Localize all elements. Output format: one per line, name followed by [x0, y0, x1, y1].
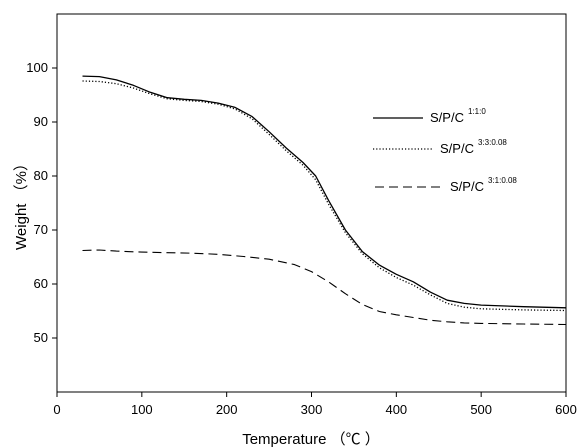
x-tick-label: 400 — [385, 402, 407, 417]
y-tick-label: 100 — [26, 60, 48, 75]
series-line-solid — [82, 75, 567, 309]
plot-frame — [56, 13, 567, 393]
x-tick-label: 100 — [131, 402, 153, 417]
y-tick-label: 90 — [34, 114, 48, 129]
x-tick-label: 0 — [53, 402, 60, 417]
series-line-dotted — [82, 80, 567, 312]
x-tick-label: 500 — [470, 402, 492, 417]
axis-ticks: 0 100 200 300 400 500 600 50 60 70 80 90 100 — [26, 60, 577, 417]
y-tick-label: 80 — [34, 168, 48, 183]
legend-label-ratio: 3:1:0.08 — [488, 176, 517, 185]
y-tick-label: 60 — [34, 276, 48, 291]
legend: S/P/C 1:1:0 S/P/C 3:3:0.08 S/P/C 3:1:0.08 — [373, 107, 517, 194]
x-tick-label: 600 — [555, 402, 577, 417]
y-axis-title: Weight （%） — [13, 156, 30, 250]
x-tick-label: 200 — [216, 402, 238, 417]
legend-label: S/P/C — [440, 141, 474, 156]
legend-label: S/P/C — [430, 110, 464, 125]
legend-label-ratio: 1:1:0 — [468, 107, 486, 116]
legend-label-ratio: 3:3:0.08 — [478, 138, 507, 147]
series-line-dashed — [82, 249, 567, 326]
x-tick-label: 300 — [301, 402, 323, 417]
legend-label: S/P/C — [450, 179, 484, 194]
y-tick-label: 70 — [34, 222, 48, 237]
x-axis-title: Temperature （℃ ） — [242, 431, 380, 448]
series-lines — [82, 75, 567, 326]
y-tick-label: 50 — [34, 330, 48, 345]
